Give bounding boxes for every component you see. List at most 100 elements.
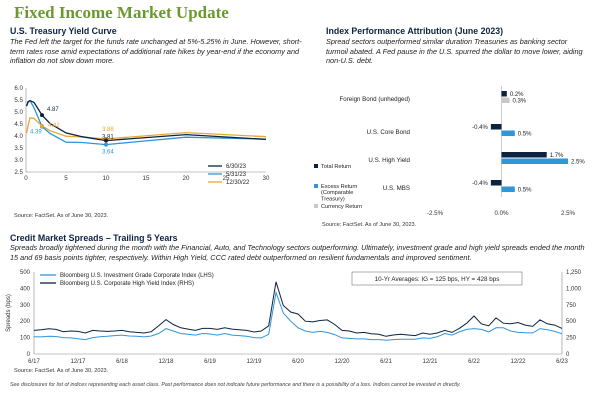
bar xyxy=(501,97,510,103)
data-label: 4.87 xyxy=(47,107,59,113)
bar xyxy=(490,124,502,130)
spreads-title: Credit Market Spreads – Trailing 5 Years xyxy=(10,233,178,243)
y-left-tick-label: 200 xyxy=(20,319,31,325)
data-label: 3.64 xyxy=(102,150,114,156)
x-tick-label: 0.0% xyxy=(494,210,509,217)
spreads-source: Source: FactSet. As of June 30, 2023. xyxy=(14,368,109,374)
x-tick-label: 12/19 xyxy=(246,359,262,365)
attribution-title: Index Performance Attribution (June 2023… xyxy=(326,26,504,36)
x-tick-label: 5 xyxy=(64,175,68,182)
x-tick-label: 12/17 xyxy=(70,359,86,365)
category-label: U.S. Core Bond xyxy=(367,129,411,136)
bar xyxy=(490,180,502,186)
x-tick-label: -2.5% xyxy=(427,210,444,217)
ig-spread-line xyxy=(33,290,563,341)
bar xyxy=(501,91,507,97)
legend-label: Total Return xyxy=(321,164,351,170)
y-tick-label: 3.5 xyxy=(14,145,23,152)
x-tick-label: 6/17 xyxy=(28,359,40,365)
category-label: U.S. High Yield xyxy=(368,157,410,164)
legend-swatch xyxy=(314,184,318,188)
bar xyxy=(501,186,515,192)
x-tick-label: 15 xyxy=(143,175,150,182)
x-tick-label: 12/22 xyxy=(510,359,526,365)
data-point-marker xyxy=(104,142,108,147)
category-label: Foreign Bond (unhedged) xyxy=(339,96,410,103)
legend-label: 12/30/22 xyxy=(226,180,250,186)
y-right-tick-label: 250 xyxy=(566,336,577,342)
disclaimer: See disclosures for list of indices repr… xyxy=(10,382,461,388)
y-left-tick-label: 400 xyxy=(20,286,31,292)
legend-label: Bloomberg U.S. Investment Grade Corporat… xyxy=(60,273,214,279)
x-tick-label: 6/23 xyxy=(556,359,568,365)
bar-value-label: 0.2% xyxy=(510,92,524,98)
x-tick-label: 12/18 xyxy=(158,359,174,365)
attribution-chart: Foreign Bond (unhedged) 0.2%0.3% U.S. Core… xyxy=(314,86,585,217)
x-tick-label: 6/20 xyxy=(292,359,304,365)
spreads-subtitle: Spreads broadly tightened during the mon… xyxy=(10,243,585,262)
bar-value-label: 1.7% xyxy=(550,153,564,159)
averages-box xyxy=(351,271,523,286)
legend-label: (Comparable xyxy=(321,190,353,196)
y-tick-label: 3.0 xyxy=(14,157,23,164)
category-label: U.S. MBS xyxy=(383,185,410,192)
yield-curve-source: Source: FactSet. As of June 30, 2023. xyxy=(14,213,109,219)
data-label: 3.88 xyxy=(102,127,114,133)
x-tick-label: 6/22 xyxy=(468,359,480,365)
y-left-tick-label: 100 xyxy=(20,336,31,342)
data-point-marker xyxy=(104,138,108,143)
yield-curve-chart: 2.5 3.0 3.5 4.0 4.5 5.0 5.5 6.0 0 5 10 15 20 25 30 4.87… xyxy=(14,85,270,186)
x-tick-label: 2.5% xyxy=(561,210,576,217)
legend-label: Excess Return xyxy=(321,184,357,190)
y-tick-label: 4.0 xyxy=(14,133,23,140)
bar-value-label: 0.5% xyxy=(518,131,532,137)
legend-swatch xyxy=(314,204,318,208)
page-title: Fixed Income Market Update xyxy=(14,3,229,22)
x-tick-label: 6/19 xyxy=(204,359,216,365)
series-line-6-30-23 xyxy=(25,99,267,142)
x-tick-label: 12/20 xyxy=(334,359,350,365)
yield-curve-title: U.S. Treasury Yield Curve xyxy=(10,26,117,36)
x-tick-label: 30 xyxy=(263,175,270,182)
y-right-tick-label: 500 xyxy=(566,319,577,325)
y-tick-label: 5.0 xyxy=(14,109,23,116)
yield-curve-subtitle: The Fed left the target for the funds ra… xyxy=(10,37,302,66)
x-tick-label: 6/21 xyxy=(380,359,392,365)
y-left-tick-label: 500 xyxy=(20,270,31,276)
y-right-tick-label: 0 xyxy=(566,352,570,358)
y-tick-label: 5.5 xyxy=(14,97,23,104)
legend-label: 6/30/23 xyxy=(226,164,247,170)
legend-label: Treasury) xyxy=(321,196,345,202)
bar xyxy=(501,158,568,164)
x-tick-label: 20 xyxy=(183,175,190,182)
bar-value-label: -0.4% xyxy=(472,181,488,187)
data-point-marker xyxy=(40,113,44,118)
x-tick-label: 12/21 xyxy=(422,359,438,365)
data-label: 3.81 xyxy=(102,135,114,141)
legend-label: Bloomberg U.S. Corporate High Yield Inde… xyxy=(60,281,194,287)
data-label: 4.39 xyxy=(30,130,42,136)
y-right-tick-label: 750 xyxy=(566,303,577,309)
x-tick-label: 25 xyxy=(223,175,230,182)
y-tick-label: 2.5 xyxy=(14,169,23,176)
y-right-tick-label: 1,000 xyxy=(566,286,582,292)
attribution-source: Source: FactSet. As of June 30, 2023. xyxy=(322,222,417,228)
bar-value-label: -0.4% xyxy=(472,125,488,131)
bar xyxy=(501,152,547,158)
y-tick-label: 6.0 xyxy=(14,85,23,92)
y-tick-label: 4.5 xyxy=(14,121,23,128)
legend-label: Currency Return xyxy=(321,204,362,210)
data-label: 4.42 xyxy=(48,123,60,129)
data-point-marker xyxy=(40,123,44,128)
legend-swatch xyxy=(314,164,318,168)
legend-label: 5/31/23 xyxy=(226,172,247,178)
spreads-chart: 0 100 200 300 400 500 0 250 500 750 1,000 1,250 Spre… xyxy=(6,270,582,365)
bar xyxy=(501,130,515,136)
x-tick-label: 0 xyxy=(24,175,28,182)
bar-value-label: 0.5% xyxy=(518,187,532,193)
bar-value-label: 0.3% xyxy=(512,98,526,104)
y-left-tick-label: 300 xyxy=(20,303,31,309)
series-line-12-30-22 xyxy=(25,117,267,140)
y-axis-label: Spreads (bps) xyxy=(6,294,12,332)
bar-value-label: 2.5% xyxy=(571,159,585,165)
